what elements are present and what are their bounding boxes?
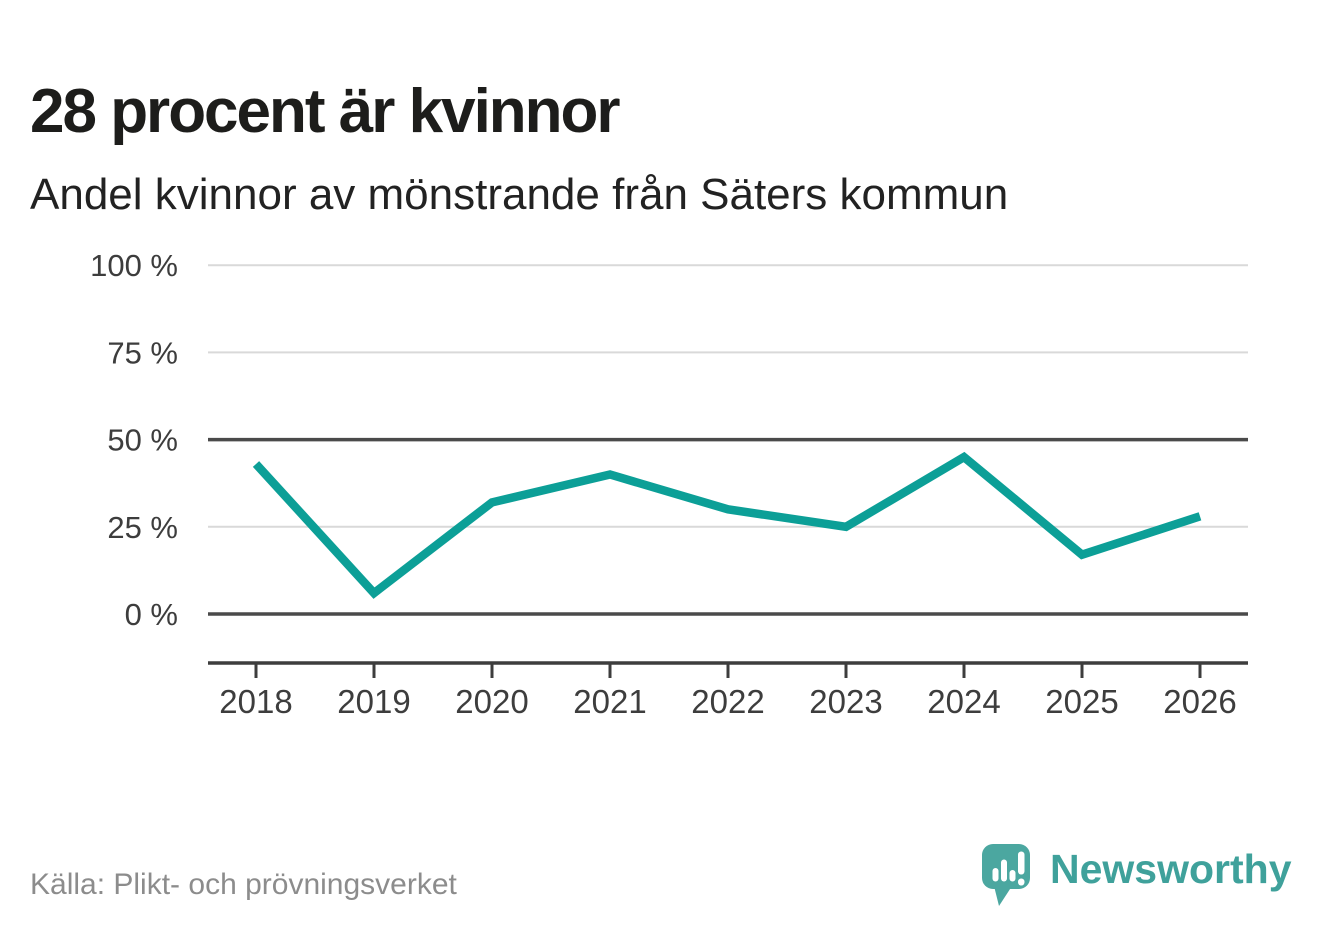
y-tick-label: 50 % (107, 423, 178, 458)
y-tick-label: 25 % (107, 510, 178, 545)
x-tick-label: 2019 (337, 683, 410, 720)
y-tick-label: 100 % (90, 248, 178, 283)
y-tick-label: 75 % (107, 335, 178, 370)
chart-subtitle: Andel kvinnor av mönstrande från Säters … (30, 170, 1009, 219)
newsworthy-logo: Newsworthy (982, 844, 1298, 916)
data-line (252, 451, 1202, 599)
x-tick-label: 2025 (1045, 683, 1118, 720)
page-title: 28 procent är kvinnor (30, 76, 621, 146)
speech-bubble-bar-chart-icon (982, 844, 1030, 906)
x-tick-label: 2021 (573, 683, 646, 720)
x-tick-label: 2022 (691, 683, 764, 720)
x-tick-label: 2018 (219, 683, 292, 720)
y-tick-label: 0 % (125, 597, 178, 632)
source-label: Källa: Plikt- och prövningsverket (30, 868, 457, 901)
x-tick-label: 2024 (927, 683, 1000, 720)
x-tick-label: 2020 (455, 683, 528, 720)
x-tick-label: 2023 (809, 683, 882, 720)
brand-name: Newsworthy (1050, 846, 1292, 892)
x-tick-label: 2026 (1163, 683, 1236, 720)
